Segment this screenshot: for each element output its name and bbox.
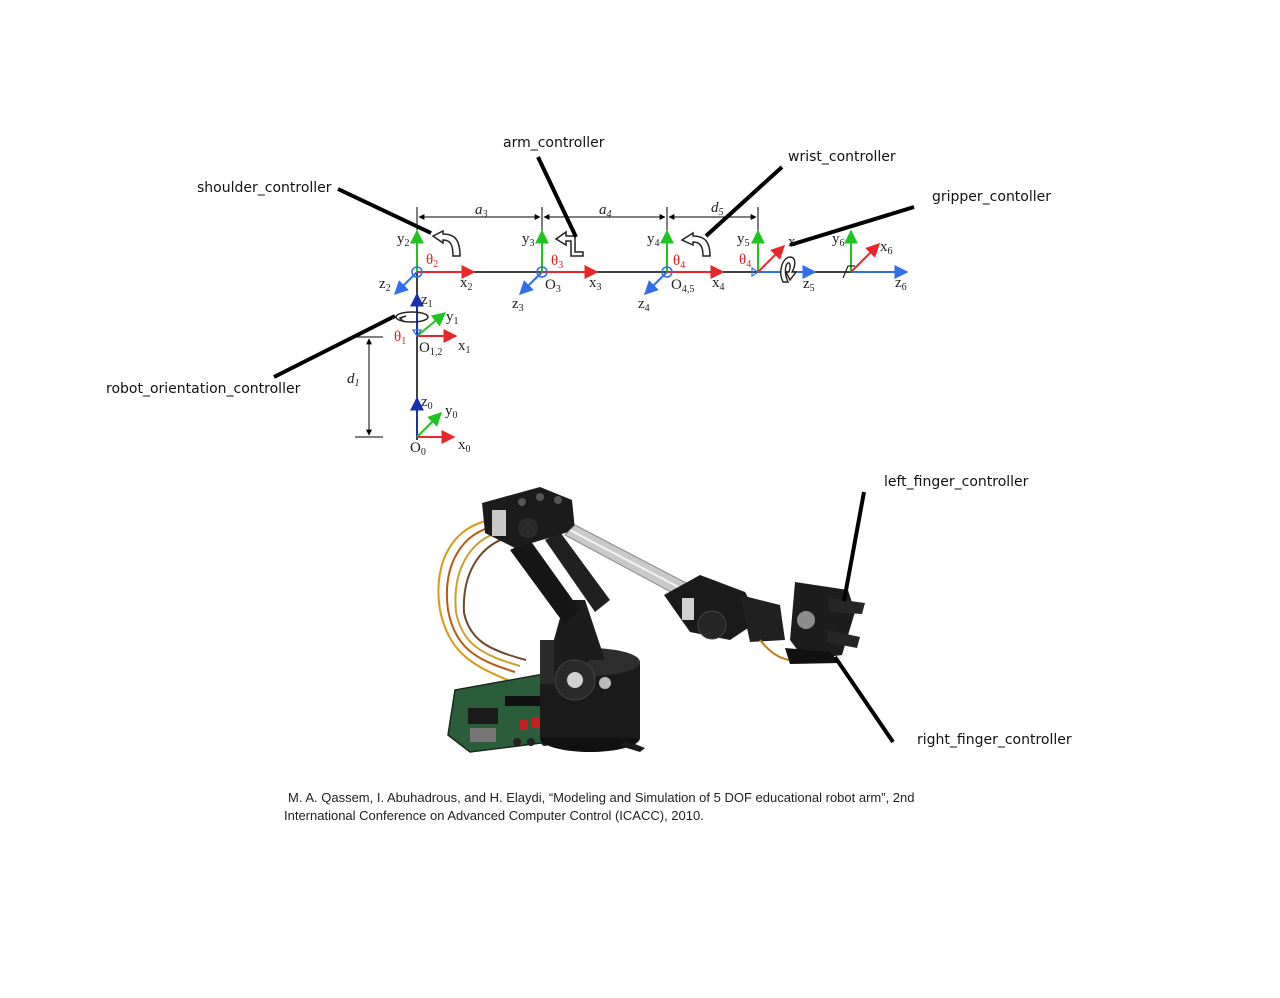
label-y4: y4: [647, 231, 660, 249]
rotation-arrow-icon: [780, 256, 798, 283]
label-wrist-controller: wrist_controller: [788, 149, 896, 165]
callout-robot-orientation: [273, 314, 396, 379]
label-theta1: θ1: [394, 329, 406, 347]
robot-arm-illustration: [437, 487, 865, 753]
rotation-arrow-icon: [395, 311, 429, 323]
label-robot-orientation-controller: robot_orientation_controller: [106, 381, 301, 397]
label-theta5: θ4: [739, 252, 751, 270]
callout-arm: [536, 156, 578, 238]
kinematic-diagram: a3 a4 d5 d1 z0 y0 x0 O0 z1 y1 x1 O1,2 θ1: [347, 200, 909, 458]
label-a4: a4: [599, 202, 612, 220]
rotation-arrow-icon: [680, 231, 711, 257]
citation: M. A. Qassem, I. Abuhadrous, and H. Elay…: [284, 789, 984, 825]
label-o3: O3: [545, 277, 561, 295]
label-left-finger-controller: left_finger_controller: [884, 474, 1029, 490]
callout-gripper: [789, 205, 915, 247]
right-finger: [826, 630, 860, 648]
citation-line-2: International Conference on Advanced Com…: [284, 808, 704, 823]
left-finger: [828, 598, 865, 614]
shoulder-servo: [482, 487, 575, 548]
citation-line-1: M. A. Qassem, I. Abuhadrous, and H. Elay…: [288, 790, 915, 805]
label-z1: z1: [421, 292, 433, 310]
label-x5: x: [788, 234, 796, 250]
frame-0: z0 y0 x0 O0: [410, 394, 471, 458]
robot-wires: [437, 519, 527, 681]
frame-3: y3 x3 z3 O3 θ3: [512, 229, 602, 314]
label-theta3: θ3: [551, 253, 563, 271]
rotation-arrow-icon: [554, 230, 584, 257]
label-x3: x3: [589, 275, 602, 293]
frame-5: y5 z5 x θ4: [737, 229, 817, 294]
callout-shoulder: [337, 187, 432, 235]
label-z4: z4: [638, 296, 650, 314]
joint-icon: [536, 266, 548, 278]
robot-upper-arm: [510, 532, 611, 701]
label-o12: O1,2: [419, 340, 442, 358]
label-y2: y2: [397, 231, 410, 249]
label-o0: O0: [410, 440, 426, 458]
label-gripper-controller: gripper_contoller: [932, 189, 1051, 205]
label-z3: z3: [512, 296, 524, 314]
label-z5: z5: [803, 276, 815, 294]
label-x1: x1: [458, 338, 471, 356]
joint-icon: [411, 329, 423, 338]
label-z6: z6: [895, 275, 907, 293]
label-y6: y6: [832, 231, 845, 249]
joint-icon: [751, 266, 760, 278]
label-x2: x2: [460, 275, 473, 293]
callout-lines: [273, 156, 915, 744]
label-theta4: θ4: [673, 253, 685, 271]
label-shoulder-controller: shoulder_controller: [197, 180, 332, 196]
rotation-arrow-icon: [431, 229, 461, 257]
label-x0: x0: [458, 437, 471, 455]
label-x4: x4: [712, 275, 725, 293]
label-arm-controller: arm_controller: [503, 135, 605, 151]
robot-gripper: [785, 582, 865, 664]
callout-right-finger: [833, 655, 895, 744]
joint-icon: [661, 266, 673, 278]
frame-1: z1 y1 x1 O1,2 θ1: [394, 292, 471, 358]
label-z0: z0: [421, 394, 433, 412]
label-y5: y5: [737, 231, 750, 249]
robot-wrist: [664, 575, 801, 662]
frame-6: y6 x6 z6: [832, 229, 909, 293]
label-o45: O4,5: [671, 277, 694, 295]
label-x6: x6: [880, 239, 893, 257]
label-a3: a3: [475, 202, 488, 220]
joint-icon: [411, 266, 423, 278]
label-z2: z2: [379, 276, 391, 294]
label-y1: y1: [446, 309, 459, 327]
label-d1: d1: [347, 371, 360, 389]
label-d5: d5: [711, 200, 724, 218]
label-y3: y3: [522, 231, 535, 249]
dimension-lines: [355, 207, 759, 438]
frame-4: y4 x4 z4 O4,5 θ4: [638, 229, 725, 314]
label-y0: y0: [445, 403, 458, 421]
label-theta2: θ2: [426, 252, 438, 270]
callout-left-finger: [842, 491, 866, 602]
label-right-finger-controller: right_finger_controller: [917, 732, 1072, 748]
control-board: [447, 671, 566, 753]
frame-2: y2 x2 z2 θ2: [379, 229, 476, 295]
callout-wrist: [704, 165, 784, 238]
